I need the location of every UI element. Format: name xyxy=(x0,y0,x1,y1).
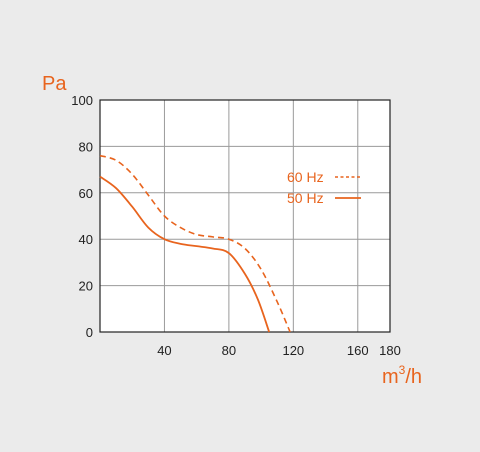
y-tick-label: 20 xyxy=(79,279,93,294)
x-axis-label-superscript: 3 xyxy=(399,363,406,377)
x-tick-label: 80 xyxy=(222,343,236,358)
y-tick-label: 0 xyxy=(86,325,93,340)
y-tick-label: 40 xyxy=(79,232,93,247)
plot-frame xyxy=(99,99,391,333)
x-tick-label: 160 xyxy=(347,343,369,358)
y-tick-label: 60 xyxy=(79,186,93,201)
x-tick-label: 120 xyxy=(282,343,304,358)
legend-label-50hz: 50 Hz xyxy=(287,190,324,206)
y-tick-label: 100 xyxy=(71,93,93,108)
series-line-50hz xyxy=(99,175,271,333)
y-axis-label: Pa xyxy=(42,73,67,95)
x-tick-label: 180 xyxy=(379,343,401,358)
plot-area xyxy=(100,100,390,332)
legend: 60 Hz 50 Hz xyxy=(287,169,361,206)
y-tick-label: 80 xyxy=(79,139,93,154)
x-axis-label-base: m xyxy=(382,366,399,388)
legend-label-60hz: 60 Hz xyxy=(287,169,324,185)
x-axis-label-suffix: /h xyxy=(405,366,422,388)
tick-labels: 40 80 120 160 180 0 20 40 60 80 100 xyxy=(71,93,401,358)
x-tick-label: 40 xyxy=(157,343,171,358)
x-axis-label: m3/h xyxy=(382,363,422,388)
grid xyxy=(100,100,390,332)
series-lines xyxy=(99,154,291,333)
